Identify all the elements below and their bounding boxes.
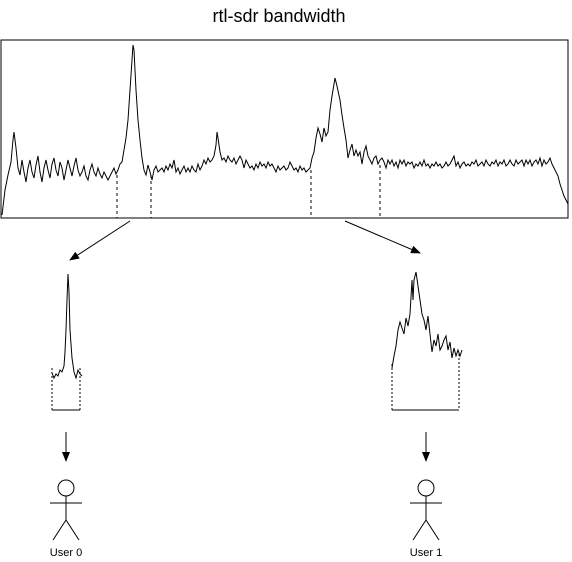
extracted-band-0	[51, 273, 83, 411]
user-1-figure: User 1	[410, 479, 442, 559]
spectrum-trace	[1, 44, 569, 216]
diagram-title: rtl-sdr bandwidth	[212, 6, 345, 26]
band1-trace	[391, 271, 463, 369]
extracted-band-1	[391, 271, 463, 411]
person-icon	[410, 479, 442, 541]
spectrum-panel	[0, 39, 569, 219]
user-0-figure: User 0	[50, 479, 82, 559]
arrow-to-band0	[69, 220, 131, 261]
band0-trace	[51, 273, 83, 380]
arrow-to-band1	[344, 220, 421, 254]
user-1-label: User 1	[410, 547, 442, 559]
user-0-label: User 0	[50, 547, 82, 559]
spectrum-frame	[0, 39, 569, 219]
person-icon	[50, 479, 82, 541]
